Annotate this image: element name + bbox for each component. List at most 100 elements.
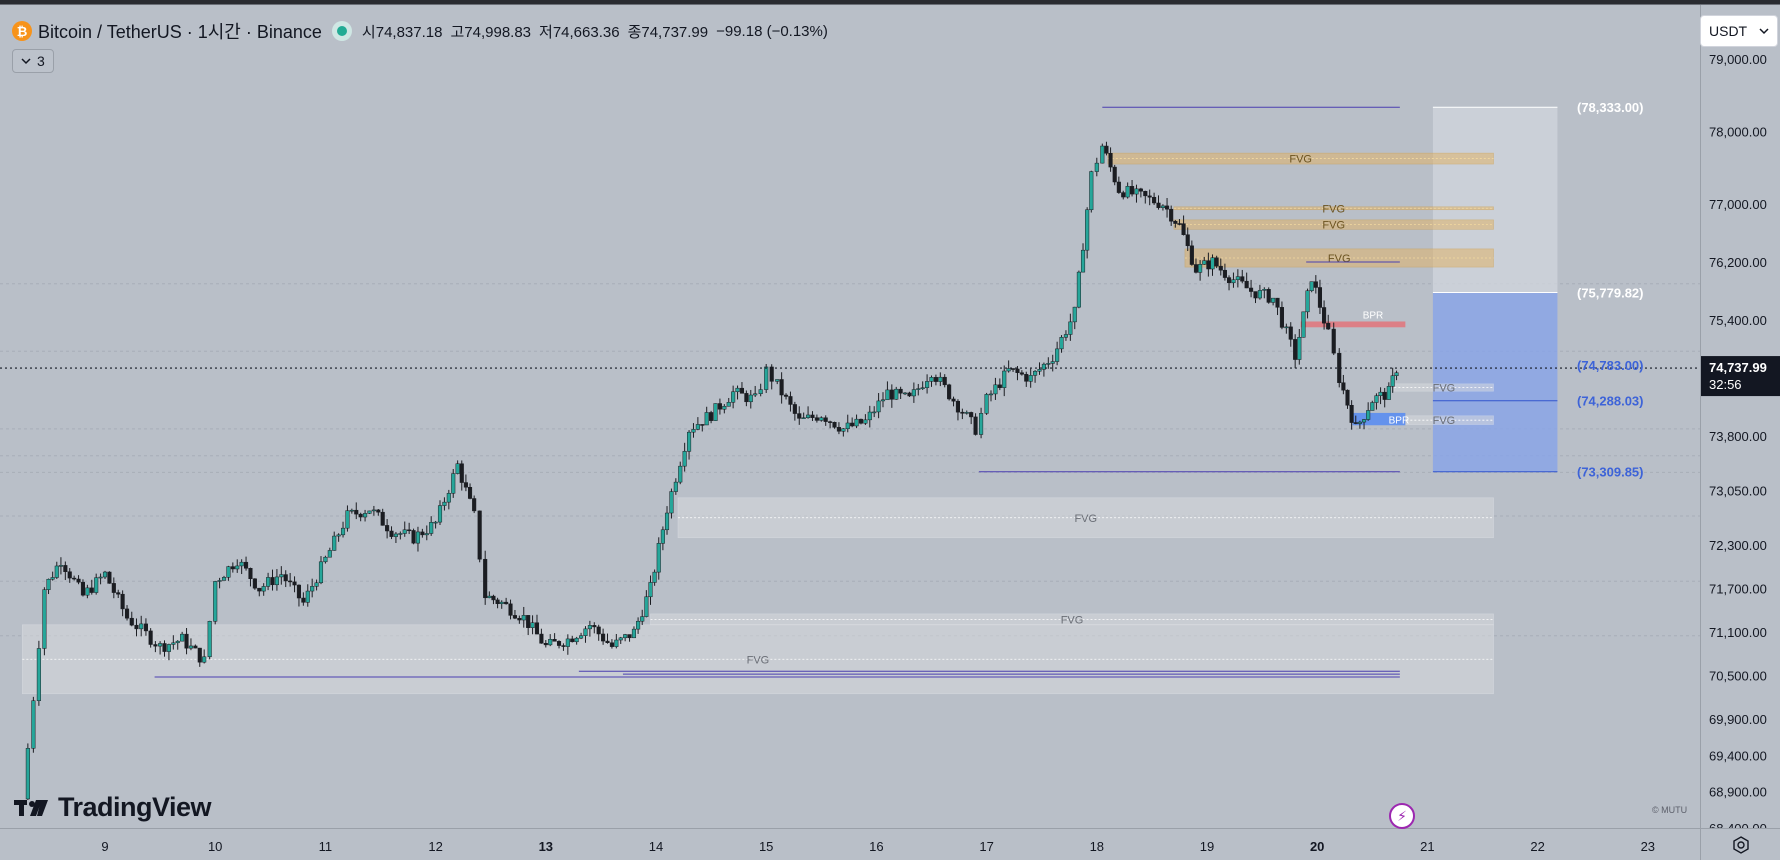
candle-down — [1249, 287, 1254, 292]
candle-down — [1345, 389, 1350, 406]
price-tick: 69,400.00 — [1709, 748, 1767, 763]
candle-up — [442, 501, 447, 506]
candle-up — [872, 411, 877, 414]
lightning-icon[interactable]: ⚡ — [1389, 803, 1415, 829]
indicator-count: 3 — [37, 53, 45, 69]
candle-down — [1181, 223, 1186, 235]
candle-down — [627, 634, 632, 639]
candle-down — [561, 645, 566, 647]
candle-up — [202, 656, 207, 663]
candle-down — [601, 633, 606, 642]
time-tick: 10 — [208, 839, 222, 854]
candle-up — [239, 561, 244, 567]
candle-down — [997, 384, 1002, 388]
candle-down — [947, 384, 952, 400]
price-tick: 75,400.00 — [1709, 313, 1767, 328]
candle-down — [1108, 153, 1113, 168]
candle-up — [819, 417, 824, 421]
candle-down — [907, 392, 912, 397]
candle-down — [197, 647, 202, 663]
candle-down — [850, 422, 855, 427]
candle-down — [1143, 190, 1148, 197]
fvg-label: FVG — [1322, 220, 1345, 232]
candle-down — [858, 418, 864, 424]
time-tick: 12 — [428, 839, 442, 854]
candle-up — [636, 620, 641, 630]
last-price-value: 74,737.99 — [1709, 360, 1767, 375]
candle-up — [880, 399, 886, 402]
price-tick: 77,000.00 — [1709, 197, 1767, 212]
candle-down — [483, 558, 488, 599]
last-price-badge — [1701, 356, 1780, 397]
candle-up — [402, 529, 407, 534]
market-status-icon[interactable] — [331, 21, 352, 41]
fvg-label: FVG — [747, 654, 770, 666]
candle-up — [623, 634, 628, 639]
candle-down — [292, 581, 297, 586]
author-credit: © MUTU — [1652, 805, 1688, 815]
price-axis-svg[interactable]: 79,000.00 78,000.00 77,000.00 76,200.00 75,4… — [1701, 5, 1780, 836]
candle-up — [669, 491, 674, 514]
candle-down — [592, 625, 597, 628]
candle-up — [1297, 337, 1302, 360]
candle-down — [792, 404, 797, 414]
candle-down — [1266, 289, 1271, 303]
chart-plot[interactable]: FVG FVG FVG FVG FVG FVG FVG FVG FVG BPR BPR (78,333… — [0, 5, 1700, 828]
candle-up — [841, 428, 846, 432]
candle-up — [1394, 372, 1399, 376]
candle-up — [579, 635, 584, 639]
candle-down — [1326, 322, 1331, 330]
candle-down — [769, 366, 774, 382]
candle-down — [420, 531, 425, 536]
candle-up — [775, 379, 780, 382]
candle-up — [1080, 249, 1086, 273]
candle-down — [380, 511, 385, 526]
candle-down — [143, 623, 148, 632]
candle-up — [1094, 162, 1099, 172]
candle-down — [1116, 181, 1121, 193]
price-tick: 73,800.00 — [1709, 429, 1767, 444]
candle-up — [188, 645, 194, 649]
zone-price-label: (75,779.82) — [1577, 285, 1644, 300]
candle-down — [1353, 422, 1358, 424]
time-axis-svg[interactable]: 9 10 11 12 13 14 15 16 17 18 19 20 21 22 23 — [0, 829, 1700, 860]
candle-up — [235, 565, 240, 570]
time-axis[interactable]: 9 10 11 12 13 14 15 16 17 18 19 20 21 22 23 — [0, 828, 1700, 860]
candle-up — [207, 621, 212, 658]
ohlc-low: 저74,663.36 — [539, 23, 620, 41]
candle-up — [305, 590, 310, 603]
candle-down — [1147, 195, 1152, 198]
candle-down — [411, 530, 416, 544]
candle-countdown: 32:56 — [1709, 377, 1742, 392]
candle-up — [1361, 419, 1367, 423]
candle-up — [885, 389, 890, 401]
candle-up — [1378, 391, 1383, 396]
candle-up — [806, 414, 811, 418]
price-tick: 73,050.00 — [1709, 484, 1767, 499]
candle-up — [398, 533, 403, 535]
candle-up — [726, 402, 731, 407]
symbol-title[interactable]: Bitcoin / TetherUS · 1시간 · Binance — [38, 22, 322, 42]
candle-down — [783, 394, 789, 397]
fvg-label: FVG — [1289, 154, 1312, 166]
candle-up — [42, 589, 47, 649]
chart-svg[interactable]: FVG FVG FVG FVG FVG FVG FVG FVG FVG BPR BPR (78,333… — [0, 5, 1700, 828]
candle-up — [993, 384, 998, 395]
candle-down — [814, 417, 819, 421]
candle-up — [327, 550, 332, 558]
chart-area[interactable]: FVG FVG FVG FVG FVG FVG FVG FVG FVG BPR BPR (78,333… — [0, 4, 1780, 860]
ohlc-open: 시74,837.18 — [361, 23, 443, 41]
candle-up — [94, 577, 99, 593]
tradingview-logo[interactable]: TradingView — [14, 792, 212, 823]
currency-select[interactable]: USDT — [1700, 15, 1778, 47]
candle-up — [614, 639, 619, 647]
chart-settings-button[interactable] — [1700, 828, 1780, 860]
candle-up — [673, 481, 678, 492]
indicators-toggle-button[interactable]: 3 — [12, 49, 54, 73]
candle-down — [1019, 372, 1024, 375]
price-tick: 72,300.00 — [1709, 538, 1767, 553]
price-axis[interactable]: 79,000.00 78,000.00 77,000.00 76,200.00 75,4… — [1700, 5, 1780, 836]
candle-down — [1104, 145, 1109, 154]
candle-up — [1309, 281, 1314, 291]
